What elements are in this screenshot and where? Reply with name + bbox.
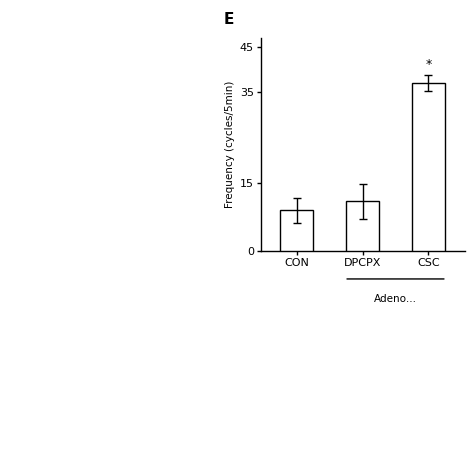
Bar	[346, 201, 379, 251]
Text: Adeno...: Adeno...	[374, 294, 417, 304]
Text: E: E	[224, 12, 234, 27]
Bar	[281, 210, 313, 251]
Y-axis label: Frequency (cycles/5min): Frequency (cycles/5min)	[226, 81, 236, 208]
Bar	[412, 83, 445, 251]
Text: *: *	[425, 58, 431, 71]
